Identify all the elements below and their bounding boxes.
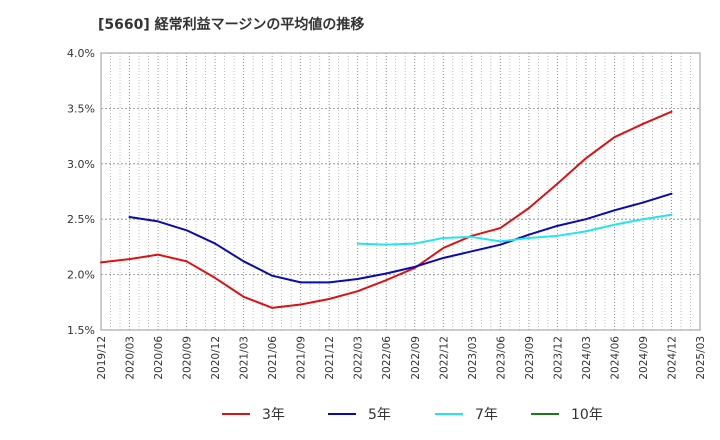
x-tick-label: 2023/06 — [495, 336, 507, 380]
x-tick-label: 2021/12 — [324, 336, 336, 380]
series-line-3年 — [100, 110, 673, 309]
x-tick-label: 2021/06 — [267, 336, 279, 380]
y-tick-label: 3.5% — [67, 102, 95, 115]
series-line-7年 — [356, 213, 673, 246]
y-tick-label: 2.5% — [67, 213, 95, 226]
x-tick-label: 2023/12 — [552, 336, 564, 380]
x-tick-label: 2024/12 — [666, 336, 678, 380]
x-tick-label: 2020/09 — [182, 336, 194, 380]
x-tick-label: 2020/12 — [210, 336, 222, 380]
legend-label: 7年 — [475, 407, 498, 423]
x-tick-label: 2020/06 — [153, 336, 165, 380]
x-tick-label: 2023/09 — [524, 336, 536, 380]
y-tick-label: 3.0% — [67, 158, 95, 171]
x-tick-label: 2024/06 — [609, 336, 621, 380]
x-tick-label: 2025/03 — [695, 336, 707, 380]
chart-title: [5660] 経常利益マージンの平均値の推移 — [98, 17, 365, 33]
x-tick-label: 2021/03 — [239, 336, 251, 380]
x-tick-label: 2022/06 — [381, 336, 393, 380]
legend-label: 5年 — [368, 407, 391, 423]
x-tick-label: 2022/12 — [438, 336, 450, 380]
y-tick-label: 1.5% — [67, 324, 95, 337]
x-tick-label: 2022/03 — [353, 336, 365, 380]
y-axis-ticks: 1.5% 2.0% 2.5% 3.0% 3.5% 4.0% — [67, 47, 95, 337]
x-tick-label: 2024/09 — [638, 336, 650, 380]
x-tick-label: 2021/09 — [296, 336, 308, 380]
y-tick-label: 4.0% — [67, 47, 95, 60]
x-tick-label: 2019/12 — [96, 336, 108, 380]
plot-frame — [100, 52, 701, 331]
grid-lines — [100, 52, 701, 331]
legend: 3年 5年 7年 10年 — [222, 407, 603, 423]
series-lines — [100, 110, 673, 309]
series-line-5年 — [128, 192, 673, 284]
x-axis-ticks: 2019/12 2020/03 2020/06 2020/09 2020/12 2021/… — [96, 336, 707, 380]
legend-label: 3年 — [262, 407, 285, 423]
x-tick-label: 2022/09 — [410, 336, 422, 380]
x-tick-label: 2024/03 — [581, 336, 593, 380]
legend-label: 10年 — [571, 407, 603, 423]
x-tick-label: 2023/03 — [467, 336, 479, 380]
y-tick-label: 2.0% — [67, 269, 95, 282]
x-tick-label: 2020/03 — [125, 336, 137, 380]
